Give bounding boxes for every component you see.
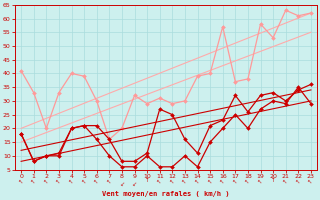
Text: ↑: ↑ [68,178,75,185]
Text: ↑: ↑ [81,178,88,185]
Text: ↑: ↑ [18,178,25,185]
Text: ↑: ↑ [308,178,314,185]
Text: ↑: ↑ [207,178,213,185]
Text: ↑: ↑ [244,178,251,185]
Text: ↑: ↑ [131,178,138,185]
Text: ↑: ↑ [55,178,62,185]
Text: ↑: ↑ [282,178,289,185]
Text: ↑: ↑ [43,178,50,185]
Text: ↑: ↑ [219,178,226,185]
Text: ↑: ↑ [145,178,149,183]
Text: ↑: ↑ [169,178,176,185]
Text: ↑: ↑ [30,178,37,185]
Text: ↑: ↑ [271,178,276,183]
Text: ↑: ↑ [156,178,163,185]
X-axis label: Vent moyen/en rafales ( km/h ): Vent moyen/en rafales ( km/h ) [102,191,230,197]
Text: ↑: ↑ [181,178,188,185]
Text: ↑: ↑ [106,178,113,185]
Text: ↑: ↑ [194,178,201,185]
Text: ↑: ↑ [295,178,302,185]
Text: ↑: ↑ [257,178,264,185]
Text: ↑: ↑ [118,178,125,185]
Text: ↑: ↑ [232,178,239,185]
Text: ↑: ↑ [93,178,100,185]
